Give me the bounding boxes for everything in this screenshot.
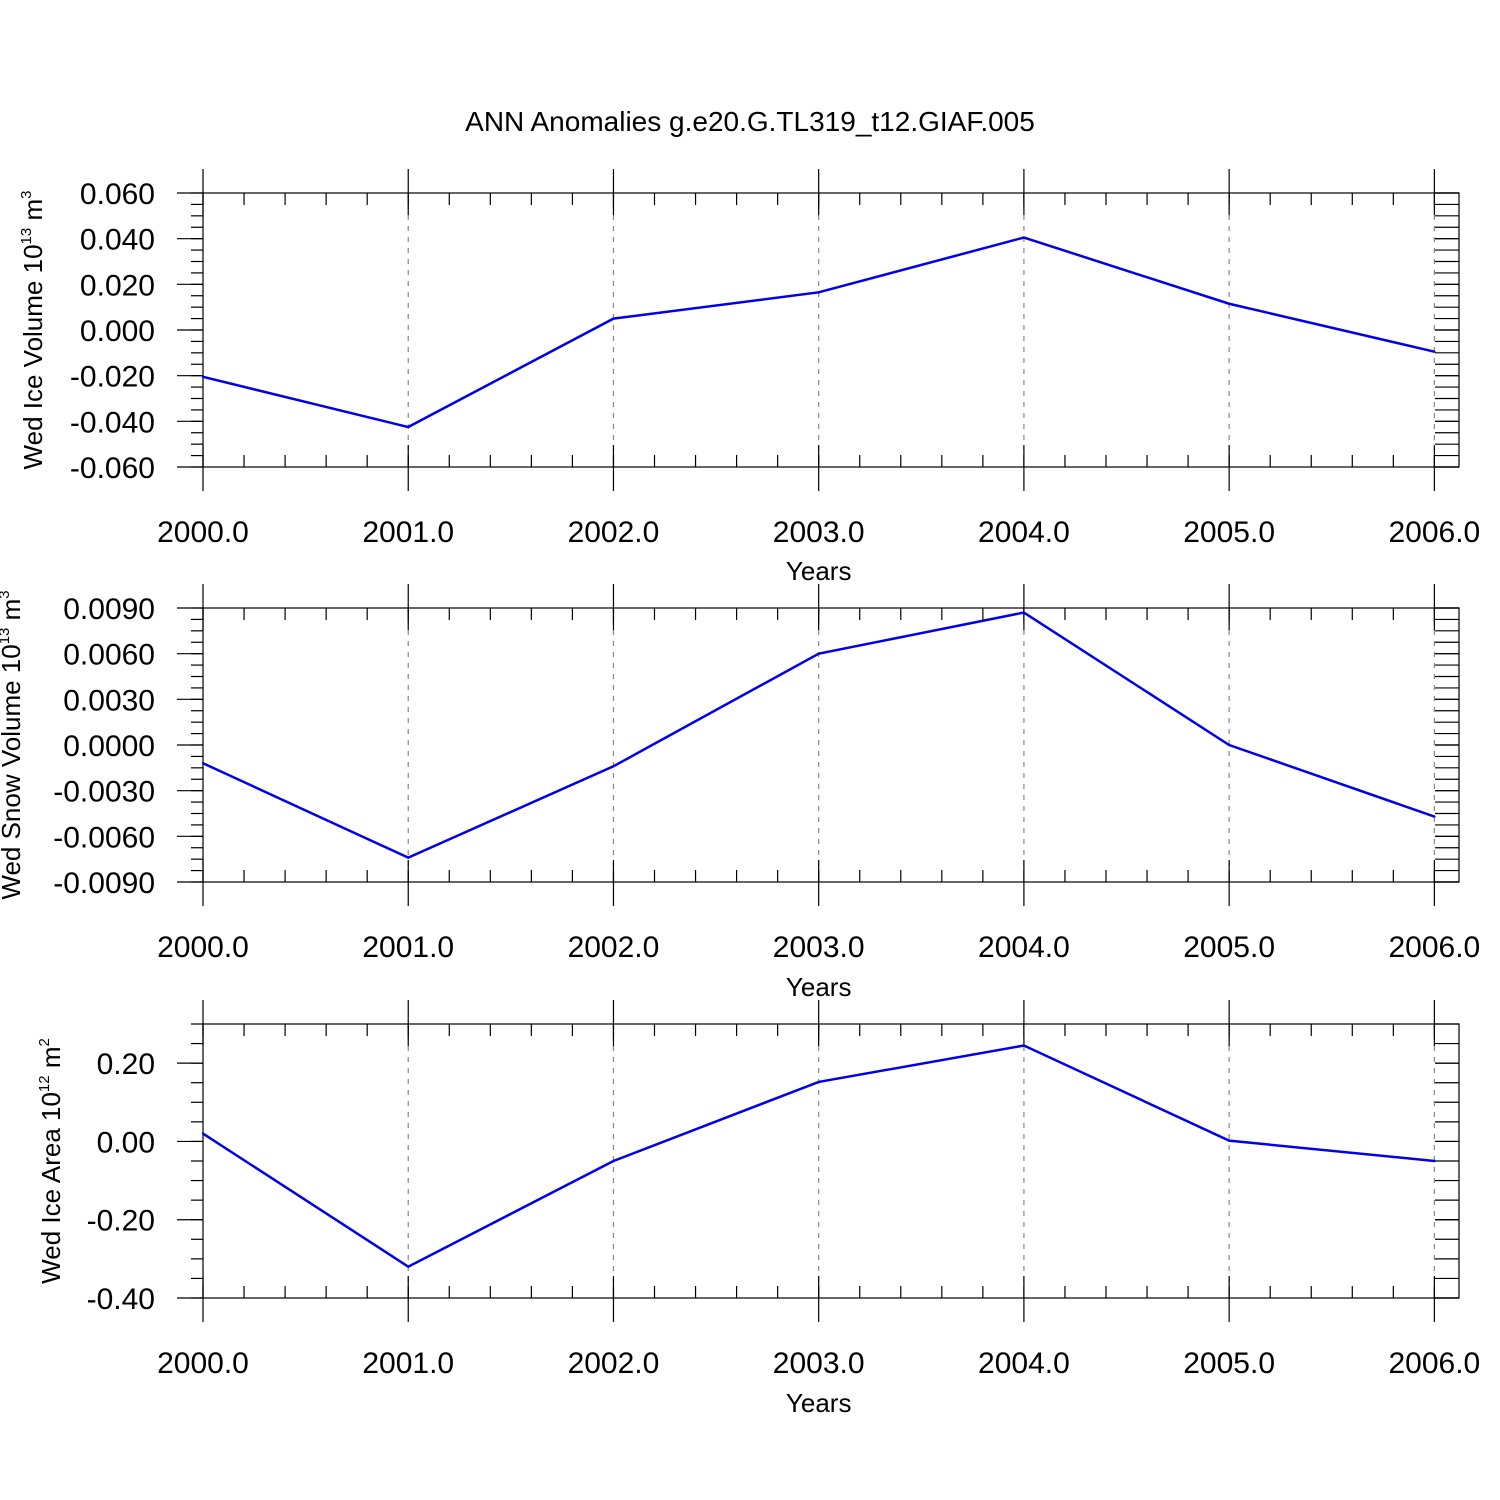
x-tick-label: 2001.0 [362, 516, 454, 549]
y-tick-label: 0.000 [80, 315, 155, 348]
x-tick-label: 2001.0 [362, 931, 454, 964]
x-tick-label: 2005.0 [1183, 1347, 1275, 1380]
y-axis-label-unit: m [36, 1047, 66, 1076]
y-axis-label-unit-exp: 3 [0, 590, 13, 598]
x-tick-label: 2002.0 [568, 516, 660, 549]
data-point [612, 1159, 615, 1163]
data-point [407, 425, 410, 429]
x-tick-label: 2003.0 [773, 931, 865, 964]
data-point [817, 291, 820, 294]
y-axis-label-text: Wed Ice Area 10 [36, 1092, 66, 1284]
y-tick-label: 0.0000 [63, 730, 155, 763]
x-tick-label: 2006.0 [1388, 1347, 1480, 1380]
snow-volume-panel: 2000.0 2001.0 2002.0 2003.0 2004.0 2005.0 2006… [0, 584, 1480, 1002]
y-tick-label: 0.0090 [63, 593, 155, 626]
y-tick-label: 0.040 [80, 224, 155, 257]
x-tick-label: 2006.0 [1388, 931, 1480, 964]
y-tick-label: 0.060 [80, 178, 155, 211]
y-tick-label: -0.40 [87, 1283, 155, 1316]
x-axis-label: Years [786, 972, 852, 1002]
data-point [1227, 1139, 1231, 1142]
y-axis-label-text: Wed Ice Volume 10 [18, 244, 48, 469]
data-point [407, 1265, 410, 1268]
figure-title: ANN Anomalies g.e20.G.TL319_t12.GIAF.005 [465, 106, 1035, 137]
ice-area-panel: 2000.0 2001.0 2002.0 2003.0 2004.0 2005.0 2006… [36, 1000, 1480, 1418]
x-tick-label: 2005.0 [1183, 516, 1275, 549]
y-tick-label: -0.0030 [53, 776, 155, 809]
y-tick-label: -0.0060 [53, 821, 155, 854]
y-tick-label: 0.20 [97, 1048, 155, 1081]
y-tick-label: 0.0030 [63, 684, 155, 717]
plot-frame [202, 607, 1460, 883]
data-point [1022, 236, 1026, 239]
series-line [202, 236, 1435, 429]
data-point [817, 652, 820, 655]
data-point [1227, 743, 1231, 747]
y-tick-label: -0.020 [70, 361, 155, 394]
data-point [1433, 1159, 1436, 1163]
y-axis-label-unit: m [18, 199, 48, 228]
x-tick-label: 2000.0 [157, 931, 249, 964]
data-point [201, 1132, 205, 1135]
x-tick-label: 2004.0 [978, 516, 1070, 549]
plot-frame [202, 192, 1460, 468]
x-tick-label: 2005.0 [1183, 931, 1275, 964]
x-tick-label: 2004.0 [978, 931, 1070, 964]
y-axis-label-text: Wed Snow Volume 10 [0, 644, 26, 899]
data-point [1433, 350, 1436, 353]
data-point [1433, 815, 1436, 818]
y-tick-label: 0.00 [97, 1126, 155, 1159]
y-axis-label-exp: 12 [36, 1075, 53, 1092]
data-point [817, 1080, 820, 1084]
y-axis-label-unit-exp: 2 [36, 1038, 53, 1046]
y-axis-label: Wed Ice Volume 1013 m3 [18, 191, 48, 470]
x-tick-label: 2003.0 [773, 516, 865, 549]
x-tick-label: 2002.0 [568, 1347, 660, 1380]
y-axis-label-exp: 13 [18, 228, 35, 245]
data-point [201, 762, 205, 765]
data-point [1022, 611, 1026, 614]
data-point [407, 856, 410, 859]
ice-volume-panel: 2000.0 2001.0 2002.0 2003.0 2004.0 2005.0 2006… [18, 169, 1480, 586]
x-tick-label: 2000.0 [157, 516, 249, 549]
y-tick-label: -0.040 [70, 406, 155, 439]
x-tick-label: 2003.0 [773, 1347, 865, 1380]
y-axis-label: Wed Ice Area 1012 m2 [36, 1038, 66, 1284]
data-point [201, 375, 205, 379]
y-tick-label: -0.20 [87, 1205, 155, 1238]
y-tick-label: 0.0060 [63, 639, 155, 672]
y-tick-label: -0.0090 [53, 867, 155, 900]
y-axis-label: Wed Snow Volume 1013 m3 [0, 590, 26, 899]
data-point [612, 765, 615, 768]
data-point [1022, 1044, 1026, 1047]
y-tick-label: -0.060 [70, 452, 155, 485]
x-axis-label: Years [786, 556, 852, 586]
y-axis-label-unit: m [0, 599, 26, 628]
data-point [612, 317, 615, 320]
data-point [1227, 302, 1231, 305]
x-tick-label: 2006.0 [1388, 516, 1480, 549]
x-axis-label: Years [786, 1388, 852, 1418]
x-tick-label: 2002.0 [568, 931, 660, 964]
x-tick-label: 2004.0 [978, 1347, 1070, 1380]
x-tick-label: 2001.0 [362, 1347, 454, 1380]
y-tick-label: 0.020 [80, 269, 155, 302]
y-axis-label-unit-exp: 3 [18, 191, 35, 199]
y-axis-label-exp: 13 [0, 628, 13, 645]
x-tick-label: 2000.0 [157, 1347, 249, 1380]
